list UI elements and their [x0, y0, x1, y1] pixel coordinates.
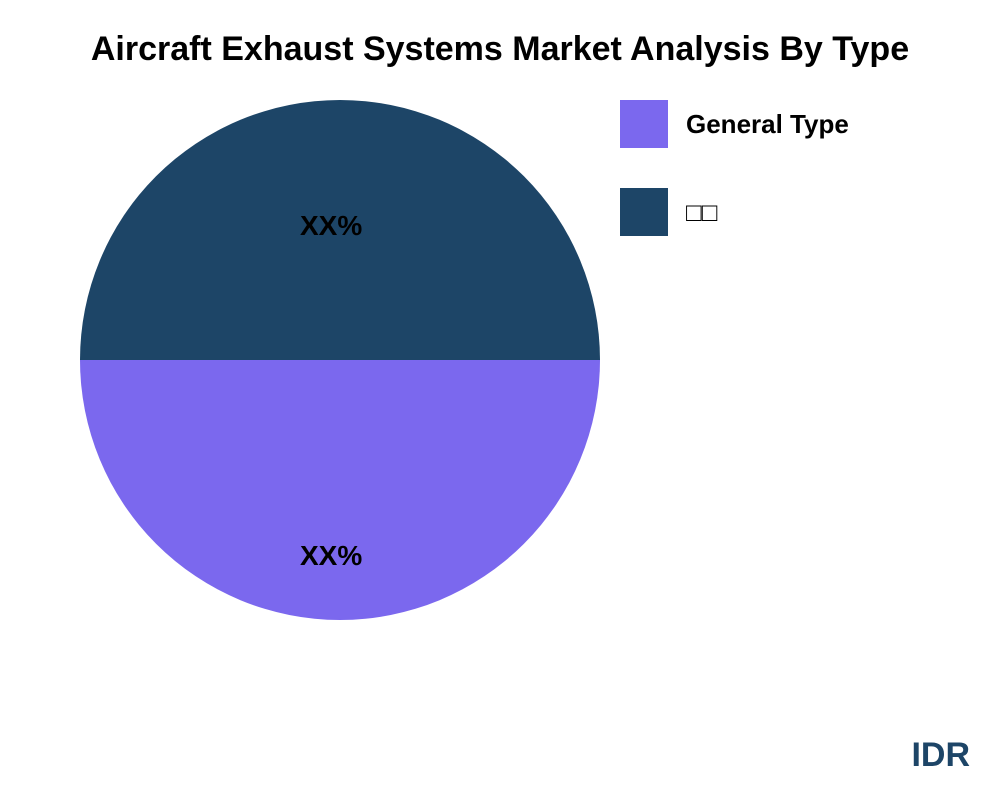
pie-slice — [80, 360, 600, 620]
legend-swatch — [620, 188, 668, 236]
legend-item-general-type: General Type — [620, 100, 849, 148]
slice-label-bottom: XX% — [300, 540, 362, 572]
watermark: IDR — [911, 736, 970, 775]
legend-label: General Type — [686, 109, 849, 140]
legend-swatch — [620, 100, 668, 148]
legend: General Type □□ — [620, 100, 849, 276]
legend-item-unknown: □□ — [620, 188, 849, 236]
legend-label: □□ — [686, 197, 717, 228]
slice-label-top: XX% — [300, 210, 362, 242]
chart-title: Aircraft Exhaust Systems Market Analysis… — [0, 30, 1000, 69]
